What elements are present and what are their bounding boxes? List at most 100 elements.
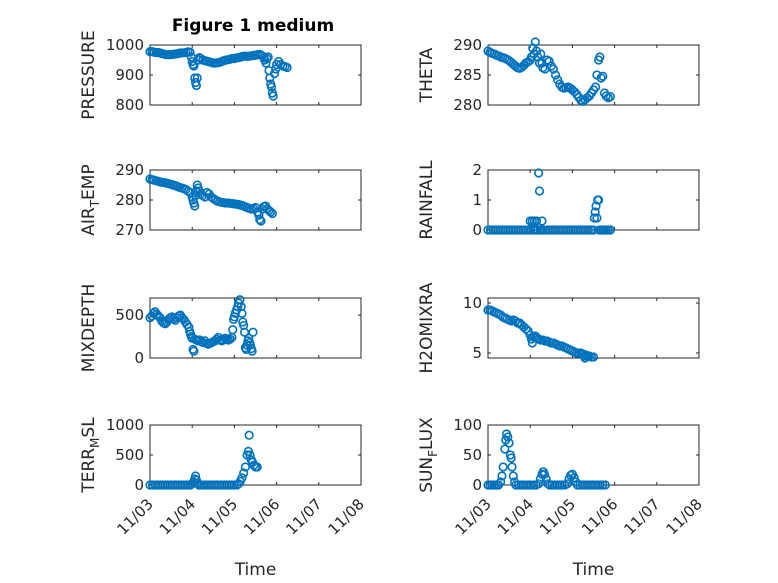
y-tick-label: 500 — [115, 306, 144, 324]
y-tick-label: 0 — [472, 476, 482, 494]
data-point — [500, 444, 510, 454]
data-point — [534, 186, 545, 196]
y-tick-label: 10 — [463, 294, 482, 312]
x-tick-label: 11/06 — [578, 495, 621, 538]
data-point — [239, 468, 249, 478]
y-axis-label: H2OMIXRA — [417, 282, 437, 373]
data-point — [189, 346, 199, 356]
data-point — [530, 37, 540, 47]
y-tick-label: 290 — [115, 161, 144, 179]
subplot-5: 0 500 MIXDEPTH — [79, 284, 362, 373]
y-tick-label: 100 — [453, 416, 482, 434]
data-point — [237, 308, 247, 319]
data-point — [497, 471, 507, 481]
y-tick-label: 285 — [453, 66, 482, 84]
data-point — [239, 327, 250, 337]
x-tick-label: 11/08 — [663, 495, 706, 538]
data-point — [189, 61, 199, 71]
data-point — [506, 453, 516, 463]
subplot-4: 0 1 2 RAINFALL — [417, 160, 700, 240]
data-point — [592, 213, 602, 223]
y-axis-label-rest: EMP — [79, 164, 99, 200]
x-tick-label: 11/06 — [240, 495, 283, 538]
data-point — [185, 47, 195, 57]
data-point — [183, 186, 193, 196]
series-markers — [483, 37, 615, 106]
data-point — [498, 462, 508, 472]
subplot-1: 800 900 1000 PRESSURE — [79, 30, 362, 120]
y-tick-label: 1 — [472, 191, 482, 209]
data-point — [192, 73, 202, 83]
y-axis-label-subscript: M — [88, 438, 102, 448]
y-tick-label: 0 — [134, 349, 144, 367]
data-point — [598, 71, 608, 81]
y-axis-label-main: THETA — [417, 47, 437, 103]
data-point — [569, 473, 579, 483]
figure-title: Figure 1 medium — [172, 16, 334, 36]
data-point — [590, 207, 600, 217]
y-tick-label: 500 — [115, 446, 144, 464]
y-axis-label-main: RAINFALL — [417, 160, 437, 240]
y-axis-label-subscript: F — [426, 450, 440, 457]
series-markers — [145, 295, 258, 356]
data-point — [588, 352, 599, 362]
y-axis-label-main: PRESSURE — [79, 30, 99, 119]
data-point — [267, 208, 277, 219]
series-markers — [483, 429, 610, 490]
data-point — [496, 477, 506, 487]
y-tick-label: 270 — [115, 221, 144, 239]
y-axis-label: SUNFLUX — [417, 417, 440, 493]
y-tick-label: 800 — [115, 96, 144, 114]
data-point — [550, 70, 561, 80]
y-axis-label: TERRMSL — [79, 417, 102, 494]
y-axis-label-main: AIR — [79, 207, 99, 236]
data-point — [261, 58, 271, 68]
data-point — [536, 49, 546, 59]
data-point — [268, 91, 278, 101]
y-axis-label: RAINFALL — [417, 160, 437, 240]
series-markers — [145, 430, 262, 490]
x-tick-label: 11/08 — [325, 495, 368, 538]
y-tick-label: 900 — [115, 66, 144, 84]
data-point — [605, 225, 615, 235]
y-axis-label-main: H2OMIXRA — [417, 282, 437, 373]
y-axis-label: MIXDEPTH — [79, 284, 99, 373]
y-tick-label: 5 — [472, 344, 482, 362]
data-point — [521, 324, 531, 334]
data-point — [534, 479, 544, 489]
x-axis-label: Time — [234, 560, 277, 580]
x-tick-label: 11/05 — [536, 495, 579, 538]
data-point — [247, 346, 257, 356]
y-axis-label-main: TERR — [79, 448, 99, 494]
data-point — [503, 432, 513, 442]
data-point — [504, 438, 514, 448]
data-point — [255, 214, 265, 225]
data-point — [593, 195, 604, 205]
data-point — [605, 91, 615, 102]
data-point — [282, 62, 292, 73]
y-axis-label-subscript: T — [88, 199, 102, 208]
data-point — [591, 82, 601, 92]
data-point — [266, 207, 276, 217]
data-point — [225, 334, 235, 344]
subplot-3: 270 280 290 AIRTEMP — [79, 161, 362, 239]
data-point — [601, 91, 611, 101]
x-axis-label: Time — [572, 560, 615, 580]
y-tick-label: 1000 — [106, 416, 144, 434]
data-point — [537, 216, 547, 226]
data-point — [548, 64, 559, 74]
y-axis-label: THETA — [417, 47, 437, 103]
data-point — [256, 216, 266, 226]
y-axis-label: AIRTEMP — [79, 164, 102, 235]
x-tick-label: 11/05 — [198, 495, 241, 538]
data-point — [237, 473, 247, 483]
series-markers — [483, 168, 615, 235]
data-point — [531, 216, 542, 226]
y-axis-label-main: SUN — [417, 457, 437, 493]
x-tick-label: 11/03 — [114, 495, 157, 538]
data-point — [508, 471, 518, 481]
data-point — [507, 462, 517, 472]
